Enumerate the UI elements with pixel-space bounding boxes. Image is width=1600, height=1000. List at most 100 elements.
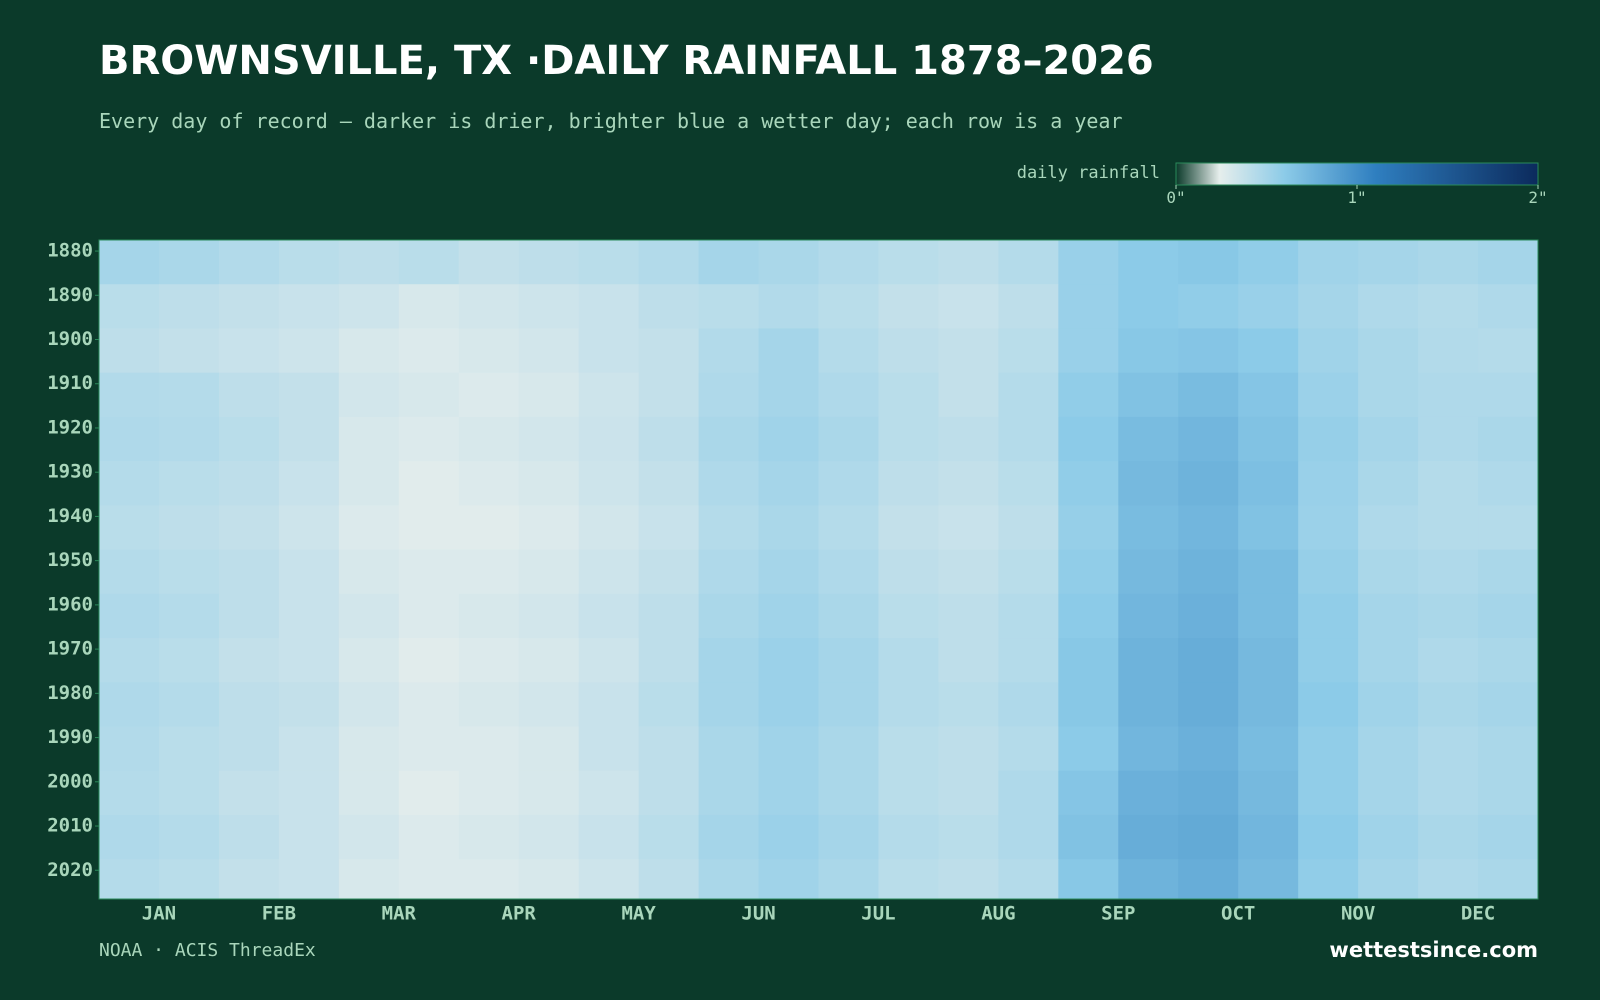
heatmap-cell <box>1418 638 1479 683</box>
heatmap-cell <box>158 284 220 329</box>
heatmap-cell <box>99 416 160 462</box>
heatmap-cell <box>458 814 520 860</box>
x-tick-label: DEC <box>1461 903 1495 925</box>
heatmap-cell <box>218 549 280 595</box>
heatmap-cell <box>218 461 280 506</box>
heatmap-cell <box>578 549 640 595</box>
heatmap-cell <box>1358 593 1419 639</box>
heatmap-cell <box>938 814 999 860</box>
colorbar-tick-label: 1" <box>1347 188 1366 207</box>
heatmap-cell <box>1238 770 1299 816</box>
heatmap-cell <box>1478 814 1539 860</box>
heatmap-cell <box>878 638 939 683</box>
heatmap-cell <box>1358 549 1419 595</box>
heatmap-cell <box>218 328 280 374</box>
heatmap-cell <box>1478 638 1539 683</box>
heatmap-cell <box>1478 416 1539 462</box>
heatmap-cell <box>1418 726 1479 772</box>
heatmap-cell <box>1238 814 1299 860</box>
heatmap-cell <box>1058 416 1119 462</box>
heatmap-cell <box>218 638 280 683</box>
heatmap-cell <box>1358 328 1419 374</box>
heatmap-cell <box>99 328 160 374</box>
heatmap-cell <box>158 726 220 772</box>
heatmap-cell <box>638 549 700 595</box>
heatmap-cell <box>1058 859 1119 900</box>
heatmap-cell <box>758 416 819 462</box>
heatmap-cell <box>518 770 580 816</box>
heatmap-cell <box>758 505 819 551</box>
heatmap-cell <box>1178 770 1239 816</box>
y-tick-label: 1910 <box>47 372 93 394</box>
heatmap-cell <box>1298 372 1359 418</box>
heatmap-cell <box>398 638 460 683</box>
heatmap-cell <box>1358 461 1419 506</box>
heatmap-cell <box>1118 461 1179 506</box>
heatmap-cell <box>398 372 460 418</box>
heatmap-cell <box>1058 682 1119 728</box>
plot-frame <box>98 239 1539 900</box>
heatmap-cell <box>698 770 760 816</box>
heatmap-cell <box>1238 505 1299 551</box>
heatmap-cell <box>458 726 520 772</box>
heatmap-cell <box>158 814 220 860</box>
heatmap-cell <box>938 682 999 728</box>
heatmap-cell <box>698 505 760 551</box>
heatmap-cell <box>638 859 700 900</box>
heatmap-cell <box>278 682 340 728</box>
heatmap-cell <box>1238 682 1299 728</box>
y-tick-label: 1890 <box>47 284 93 306</box>
heatmap-cell <box>1058 240 1119 285</box>
heatmap-cell <box>1178 372 1239 418</box>
heatmap-cell <box>99 372 160 418</box>
heatmap-cell <box>218 770 280 816</box>
heatmap-cell <box>1058 726 1119 772</box>
heatmap-cell <box>1118 814 1179 860</box>
heatmap-cell <box>758 372 819 418</box>
heatmap-cell <box>758 814 819 860</box>
heatmap-cell <box>998 461 1059 506</box>
heatmap-cell <box>878 859 939 900</box>
heatmap-cell <box>938 284 999 329</box>
heatmap-cell <box>458 682 520 728</box>
heatmap-cell <box>1298 638 1359 683</box>
heatmap-cell <box>518 682 580 728</box>
heatmap-cell <box>278 416 340 462</box>
heatmap-cell <box>99 770 160 816</box>
heatmap-cell <box>1178 682 1239 728</box>
heatmap-cell <box>218 416 280 462</box>
heatmap-cell <box>518 372 580 418</box>
heatmap-cell <box>758 770 819 816</box>
heatmap-cell <box>458 240 520 285</box>
heatmap-cell <box>878 416 939 462</box>
heatmap-cell <box>938 461 999 506</box>
heatmap-cell <box>99 505 160 551</box>
heatmap-cell <box>1118 638 1179 683</box>
heatmap-cell <box>1178 240 1239 285</box>
heatmap-cell <box>458 638 520 683</box>
heatmap-cell <box>698 682 760 728</box>
heatmap-cell <box>818 726 879 772</box>
heatmap-cell <box>698 372 760 418</box>
heatmap-cell <box>998 284 1059 329</box>
heatmap-cell <box>998 372 1059 418</box>
heatmap-cell <box>1478 726 1539 772</box>
heatmap-cell <box>338 372 400 418</box>
heatmap-cell <box>1478 240 1539 285</box>
heatmap-cell <box>518 505 580 551</box>
heatmap-cell <box>1058 328 1119 374</box>
heatmap-cell <box>338 593 400 639</box>
heatmap-cell <box>818 284 879 329</box>
heatmap-cell <box>1238 549 1299 595</box>
y-tick-label: 1920 <box>47 416 93 438</box>
heatmap-cell <box>518 416 580 462</box>
heatmap-cell <box>1238 328 1299 374</box>
heatmap-cell <box>1238 593 1299 639</box>
heatmap-cell <box>818 814 879 860</box>
heatmap-cell <box>938 505 999 551</box>
heatmap-cell <box>158 240 220 285</box>
heatmap-cell <box>578 284 640 329</box>
heatmap-cell <box>638 284 700 329</box>
heatmap-cell <box>1118 505 1179 551</box>
